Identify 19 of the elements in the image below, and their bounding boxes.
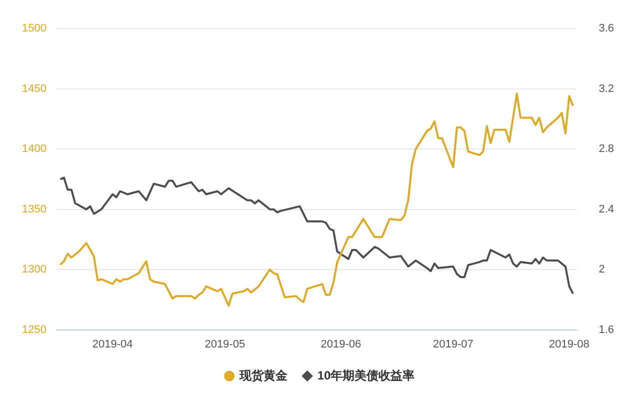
y-tick-label: 1500	[22, 22, 46, 35]
y2-tick-label: 1.6	[598, 324, 614, 336]
legend-label: 现货黄金	[238, 368, 288, 382]
x-tick-label: 2019-07	[433, 338, 474, 350]
x-tick-label: 2019-04	[92, 338, 133, 350]
x-tick-label: 2019-06	[320, 338, 362, 350]
y2-tick-label: 3.6	[598, 22, 614, 35]
legend-label: 10年期美债收益率	[317, 368, 415, 382]
y-tick-label: 1400	[22, 143, 46, 156]
y2-tick-label: 2.4	[598, 203, 614, 216]
y-tick-label: 1450	[22, 82, 46, 95]
x-tick-label: 2019-05	[204, 338, 246, 350]
y-tick-label: 1250	[22, 324, 46, 336]
y-tick-label: 1350	[22, 203, 46, 216]
y2-tick-label: 2.8	[598, 143, 614, 156]
y2-tick-label: 3.2	[598, 82, 614, 95]
x-tick-label: 2019-08	[549, 338, 590, 350]
y-tick-label: 1300	[22, 264, 46, 276]
y2-tick-label: 2	[598, 264, 605, 276]
